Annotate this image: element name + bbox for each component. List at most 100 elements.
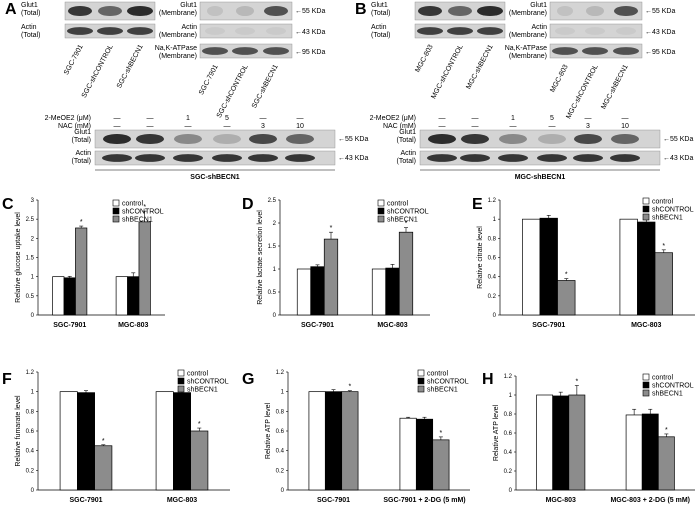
blot-actin-treatment-band (102, 154, 132, 162)
blot-actin-membrane (549, 23, 643, 39)
y-tick-label: 0 (31, 488, 35, 494)
bar-shCONTROL (324, 391, 343, 491)
bar-control (625, 414, 643, 491)
blot-glut1-treatment-band (574, 133, 602, 145)
legend-label: control (652, 375, 673, 382)
blot-glut1-treatment-band (249, 133, 277, 145)
lane-label: MGC-shBECN1 (465, 44, 494, 91)
blot-glut1-treatment-band (213, 133, 241, 145)
meoe2-value: — (114, 115, 121, 122)
label-actin-membrane: Actin (Membrane) (159, 24, 197, 39)
bar-shBECN1 (94, 445, 113, 491)
y-tick-label: 1 (273, 267, 277, 273)
blot-actin-treatment-band (427, 154, 457, 162)
y-tick-label: 1 (281, 390, 285, 396)
bar-control (371, 268, 387, 316)
blot-actin-treatment-band (610, 154, 640, 162)
label-2-meoe2: 2-MeOE2 (μM) (370, 115, 416, 122)
bar-chart-panels: C 0 0.5 1 1.5 2 2.5 3 Relative glucose uptake le… (2, 196, 695, 504)
y-axis-label: Relative glucose uptake level (15, 212, 22, 303)
bar-shBECN1 (654, 252, 673, 316)
legend-label: control (427, 371, 448, 378)
marker-label: ←55 KDa (645, 8, 675, 15)
y-tick-label: 2.5 (26, 217, 35, 223)
blot-actin-membrane-band (266, 27, 286, 35)
blot-actin-membrane-band (235, 27, 255, 35)
category-label: SGC-7901 (317, 497, 350, 504)
blot-nak-membrane-band (582, 47, 608, 55)
label-nac: NAC (mM) (383, 123, 416, 130)
y-tick-label: 0.2 (488, 294, 497, 300)
legend-swatch-shBECN1 (642, 389, 650, 397)
y-tick-label: 0.4 (26, 449, 35, 455)
legend-swatch-shCONTROL (642, 205, 650, 213)
bar-shCONTROL (77, 392, 95, 491)
blot-actin-total-band (67, 27, 93, 35)
panel-label-E: E (472, 196, 483, 213)
legend-label: control (387, 201, 408, 208)
label-glut1: Glut1 (Total) (397, 129, 417, 144)
blot-actin-membrane (199, 23, 293, 39)
bar-control (522, 218, 541, 316)
lane-label: SGC-7901 (198, 64, 220, 97)
y-tick-label: 2 (31, 236, 35, 242)
blot-glut1-treatment-band (286, 133, 314, 145)
legend-swatch-shBECN1 (112, 215, 120, 223)
blot-actin-total-band (417, 27, 443, 35)
y-axis-label: Relative ATP level (265, 402, 272, 459)
y-tick-label: 1 (493, 217, 497, 223)
legend-swatch-shCONTROL (177, 377, 185, 385)
blot-glut1-total-band (98, 5, 122, 17)
nac-value: 3 (586, 123, 590, 130)
legend-swatch-control (642, 373, 650, 381)
nac-value: — (472, 123, 479, 130)
marker-label: ←43 KDa (295, 29, 325, 36)
legend-swatch-shBECN1 (177, 385, 185, 393)
legend-swatch-shBECN1 (417, 385, 425, 393)
bar-shBECN1 (190, 430, 209, 491)
chart-F: F 0 0.2 0.4 0.6 0.8 1 1.2 Relative fumarate leve… (2, 369, 230, 504)
legend-label: shBECN1 (427, 387, 458, 394)
legend-label: shBECN1 (652, 391, 683, 398)
chart-H: H 0 0.2 0.4 0.6 0.8 1 1.2 Relative ATP level MGC-… (482, 371, 695, 504)
legend-label: control (652, 199, 673, 206)
treatment-caption: SGC-shBECN1 (190, 174, 240, 181)
bar-shCONTROL (127, 276, 140, 316)
category-label: MGC-803 (631, 322, 661, 329)
legend-label: control (122, 201, 143, 208)
legend-swatch-control (377, 199, 385, 207)
nac-value: — (185, 123, 192, 130)
nac-value: — (510, 123, 517, 130)
y-tick-label: 0.4 (488, 275, 497, 281)
lane-label: MGC-shBECN1 (600, 64, 629, 111)
y-tick-label: 0.6 (26, 429, 35, 435)
blot-glut1-total-band (68, 5, 92, 17)
blot-glut1-membrane-band (264, 5, 288, 17)
legend-label: shCONTROL (387, 209, 429, 216)
y-tick-label: 0.5 (268, 290, 277, 296)
treatment-caption: MGC-shBECN1 (515, 174, 566, 181)
y-tick-label: 2 (273, 221, 277, 227)
significance-marker: * (405, 221, 408, 228)
y-tick-label: 0.6 (488, 256, 497, 262)
lane-label: MGC-803 (549, 64, 569, 94)
marker-label: ←43 KDa (645, 29, 675, 36)
y-tick-label: 1.2 (26, 370, 35, 376)
y-tick-label: 1 (31, 275, 35, 281)
legend-label: control (187, 371, 208, 378)
bar-shCONTROL (552, 395, 570, 491)
significance-marker: * (662, 243, 665, 250)
blot-glut1-membrane-band (557, 5, 573, 17)
chart-C: C 0 0.5 1 1.5 2 2.5 3 Relative glucose uptake le… (2, 196, 165, 329)
blot-nak-membrane-band (202, 47, 228, 55)
label-2-meoe2: 2-MeOE2 (μM) (45, 115, 91, 122)
category-label: SGC-7901 (301, 322, 334, 329)
blot-actin-treatment-band (135, 154, 165, 162)
meoe2-value: — (147, 115, 154, 122)
panel-label-G: G (242, 371, 254, 388)
bar-shBECN1 (568, 394, 586, 491)
meoe2-value: 5 (550, 115, 554, 122)
bar-shBECN1 (75, 227, 88, 316)
blot-actin-treatment-band (498, 154, 528, 162)
lane-label: MGC-shCONTROL (430, 44, 465, 101)
